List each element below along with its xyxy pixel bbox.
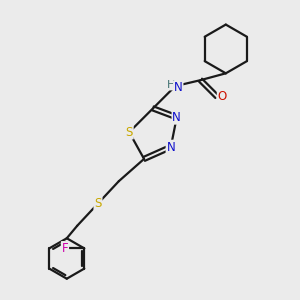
Text: N: N [174,81,183,94]
Text: H: H [167,80,175,90]
Text: F: F [61,242,68,255]
Text: N: N [167,140,175,154]
Text: N: N [172,111,181,124]
Text: S: S [125,126,133,139]
Text: S: S [94,197,102,210]
Text: O: O [218,90,227,103]
